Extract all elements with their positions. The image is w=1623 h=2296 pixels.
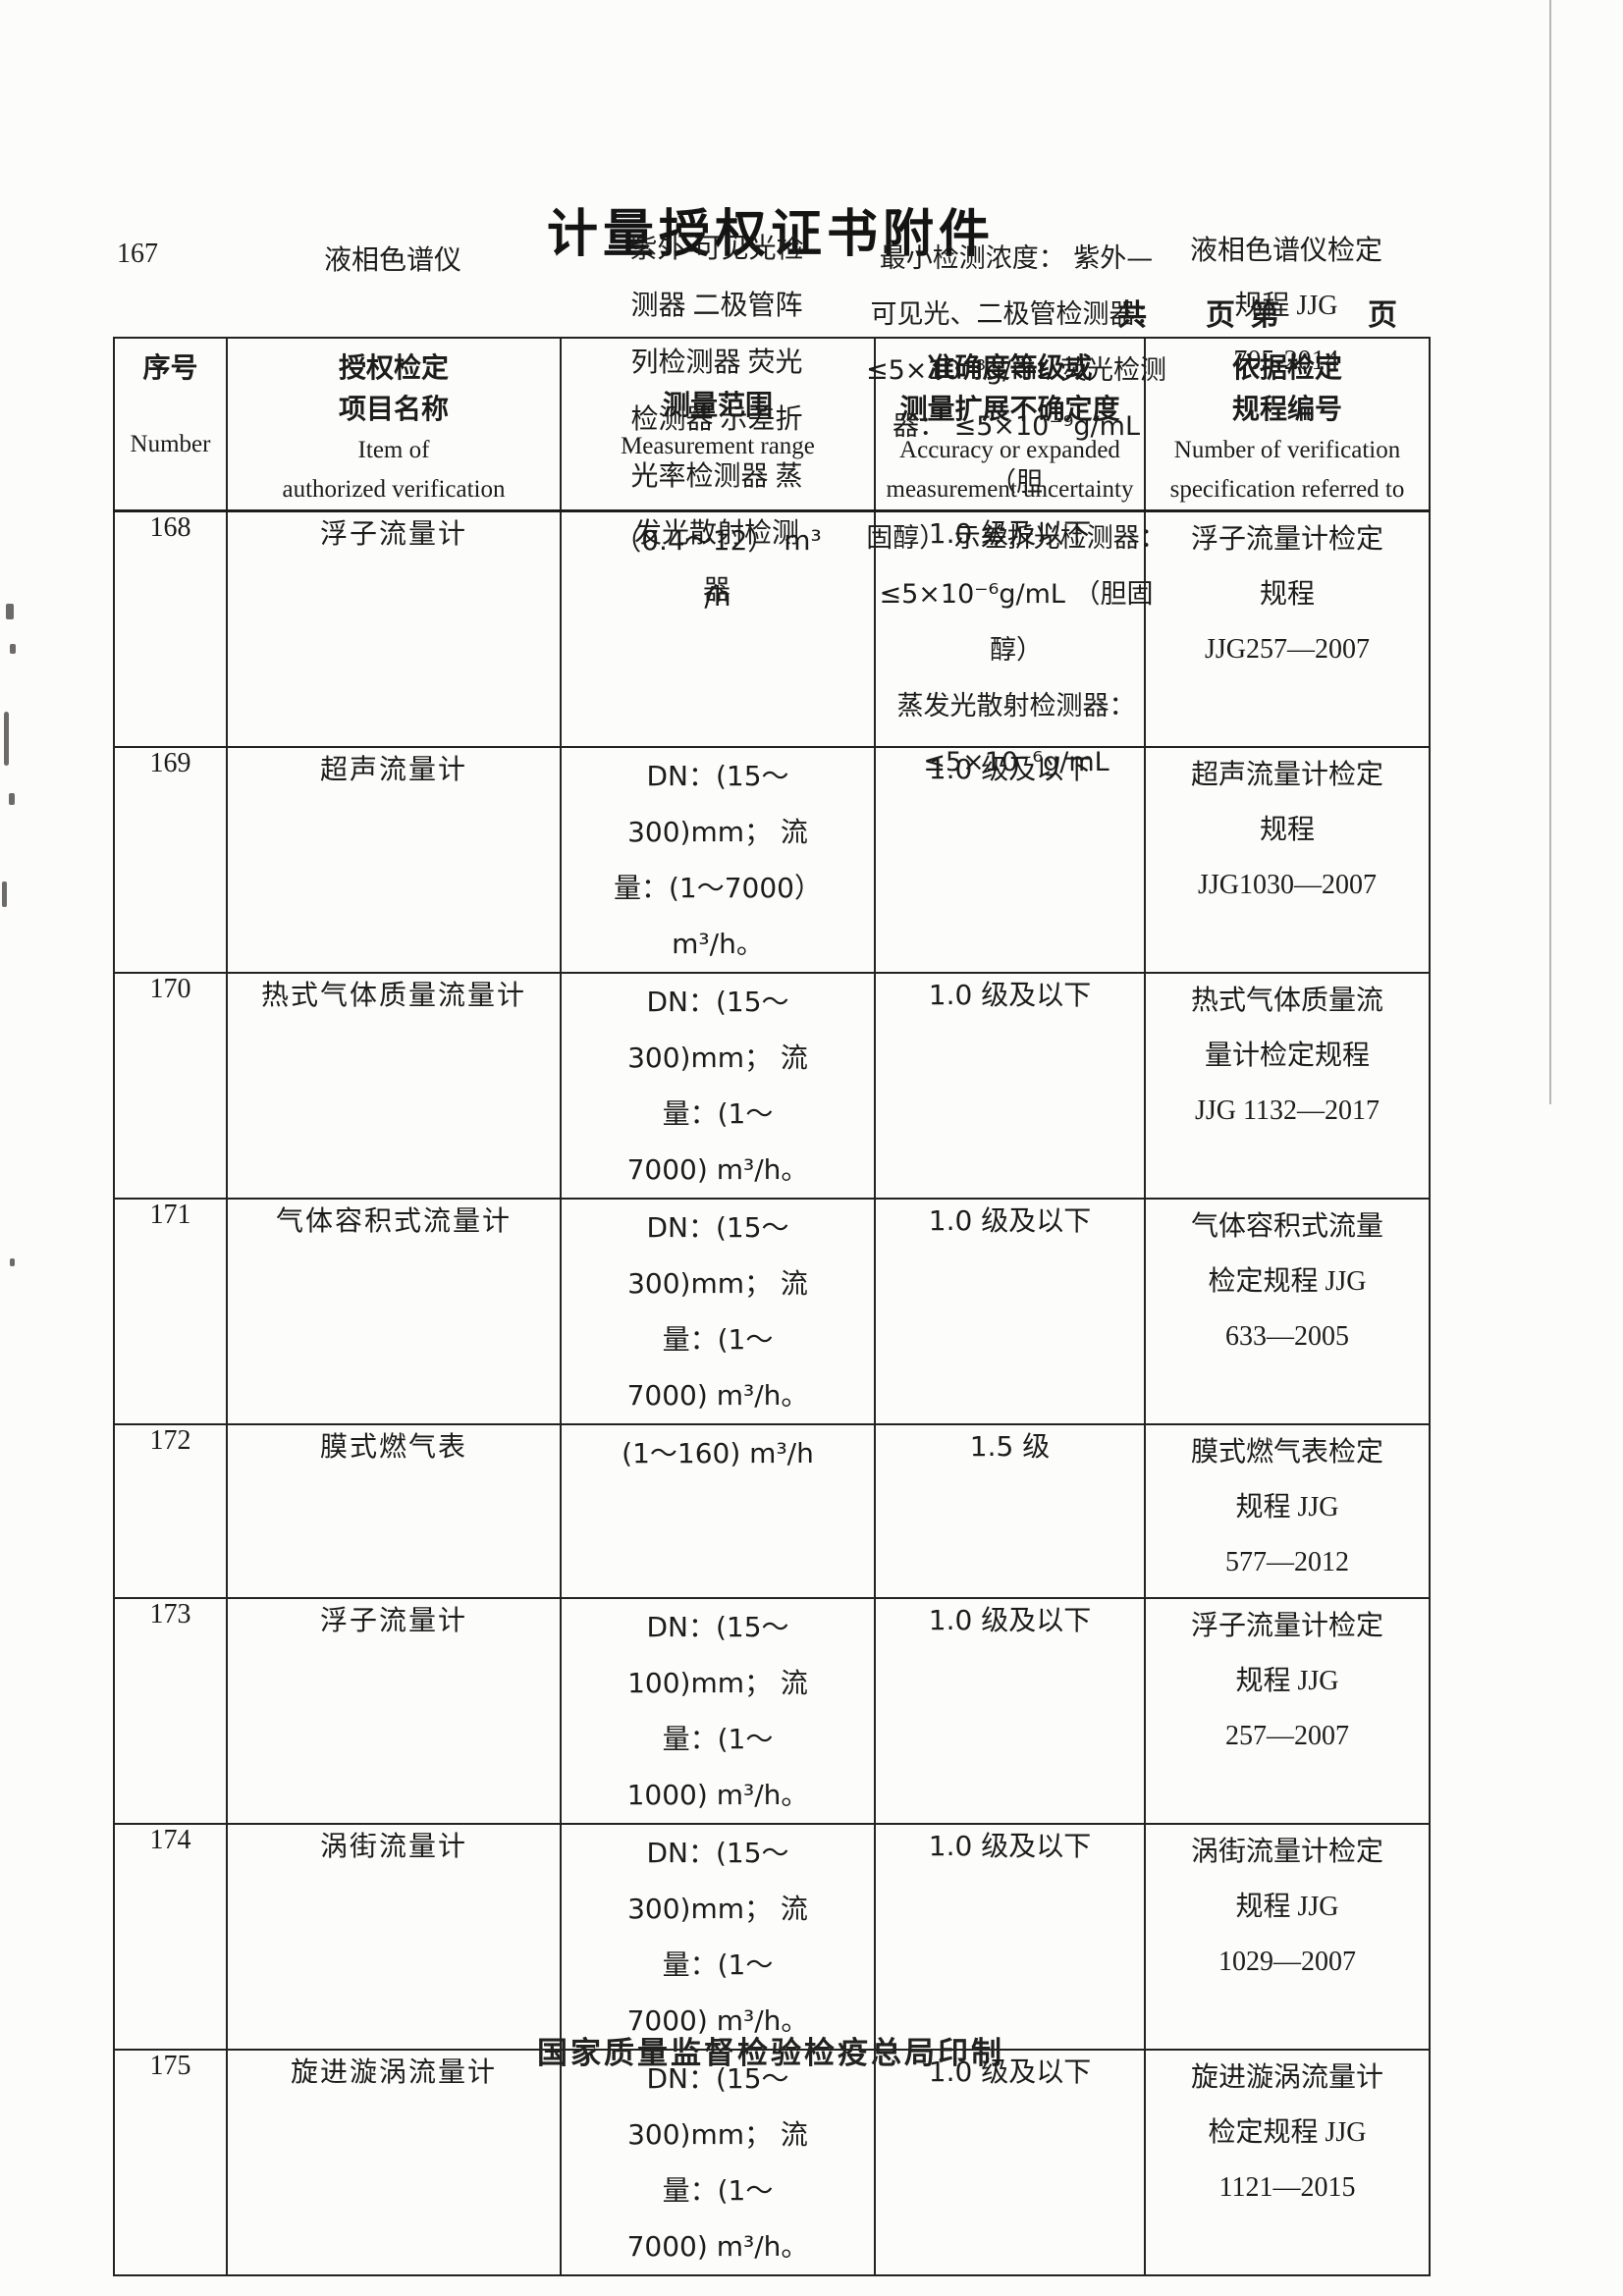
scan-artifact bbox=[9, 793, 15, 805]
cell-number: 175 bbox=[113, 2048, 228, 2276]
cell-range: (1～160) m³/h bbox=[560, 1422, 876, 1599]
cell-item: 旋进漩涡流量计 bbox=[226, 2048, 562, 2276]
cell-range: DN：(15～ 300)mm； 流 量：(1～ 7000) m³/h。 bbox=[560, 1197, 876, 1425]
header-accuracy-zh: 准确度等级或 测量扩展不确定度 bbox=[899, 353, 1120, 425]
scan-artifact bbox=[10, 644, 16, 654]
cell-spec: 涡街流量计检定 规程 JJG 1029—2007 bbox=[1144, 1822, 1431, 2051]
header-spec-en: Number of verification specification ref… bbox=[1169, 437, 1405, 503]
header-range: 测量范围 Measurement range bbox=[560, 337, 876, 512]
cell-spec: 热式气体质量流 量计检定规程 JJG 1132—2017 bbox=[1144, 971, 1431, 1200]
header-item-zh: 授权检定 项目名称 bbox=[338, 353, 449, 425]
cell-number: 173 bbox=[113, 1596, 228, 1825]
cell-accuracy: 1.0 级及以下 bbox=[874, 971, 1146, 1200]
header-range-en: Measurement range bbox=[621, 433, 815, 459]
header-spec: 依据检定 规程编号 Number of verification specifi… bbox=[1144, 337, 1431, 512]
scan-artifact bbox=[4, 712, 9, 766]
cell-accuracy: 1.0 级及以下 bbox=[874, 2048, 1146, 2276]
cell-accuracy: 1.0 级及以下 bbox=[874, 1197, 1146, 1425]
header-range-zh: 测量范围 bbox=[662, 391, 773, 421]
cell-number: 169 bbox=[113, 745, 228, 974]
cell-spec: 气体容积式流量 检定规程 JJG 633—2005 bbox=[1144, 1197, 1431, 1425]
row167-item: 液相色谱仪 bbox=[323, 245, 461, 276]
scan-artifact bbox=[2, 881, 7, 907]
cell-accuracy: 1.0 级及以下 bbox=[874, 1822, 1146, 2051]
header-accuracy-en: Accuracy or expanded measurement uncerta… bbox=[886, 437, 1134, 503]
row167-measurement-range: 紫外-可见光检 测器 二极管阵 列检测器 荧光 检测器 示差折 光率检测器 蒸 … bbox=[629, 234, 804, 606]
cell-range: （0.4～12） m³ /h bbox=[560, 509, 876, 748]
cell-range: DN：(15～ 300)mm； 流 量：(1～ 7000) m³/h。 bbox=[560, 2048, 876, 2276]
cell-range: DN：(15～ 300)mm； 流 量：(1～7000） m³/h。 bbox=[560, 745, 876, 974]
header-item: 授权检定 项目名称 Item of authorized verificatio… bbox=[226, 337, 562, 512]
header-number-zh: 序号 bbox=[142, 353, 198, 384]
verification-table: 序号 Number 授权检定 项目名称 Item of authorized v… bbox=[113, 337, 1431, 2276]
cell-item: 气体容积式流量计 bbox=[226, 1197, 562, 1425]
cell-range: DN：(15～ 100)mm； 流 量：(1～ 1000) m³/h。 bbox=[560, 1596, 876, 1825]
table-row: 170 热式气体质量流量计 DN：(15～ 300)mm； 流 量：(1～ 70… bbox=[113, 971, 1431, 1200]
row167-number: 167 bbox=[117, 239, 158, 269]
cell-spec: 浮子流量计检定 规程 JJG257—2007 bbox=[1144, 509, 1431, 748]
cell-accuracy: 1.0 级及以下 bbox=[874, 509, 1146, 748]
cell-range: DN：(15～ 300)mm； 流 量：(1～ 7000) m³/h。 bbox=[560, 971, 876, 1200]
document-title: 计量授权证书附件 bbox=[546, 207, 995, 263]
cell-item: 浮子流量计 bbox=[226, 509, 562, 748]
table-row: 173 浮子流量计 DN：(15～ 100)mm； 流 量：(1～ 1000) … bbox=[113, 1596, 1431, 1825]
cell-number: 170 bbox=[113, 971, 228, 1200]
table-row: 171 气体容积式流量计 DN：(15～ 300)mm； 流 量：(1～ 700… bbox=[113, 1197, 1431, 1425]
cell-range: DN：(15～ 300)mm； 流 量：(1～ 7000) m³/h。 bbox=[560, 1822, 876, 2051]
cell-accuracy: 1.0 级及以下 bbox=[874, 1596, 1146, 1825]
header-number: 序号 Number bbox=[113, 337, 228, 512]
cell-item: 热式气体质量流量计 bbox=[226, 971, 562, 1200]
row167-accuracy: 最小检测浓度： 紫外— 可见光、二极管检测器： ≤5×10⁻⁸g/mL 荧光检测… bbox=[865, 243, 1167, 777]
cell-number: 171 bbox=[113, 1197, 228, 1425]
scan-artifact bbox=[10, 1258, 15, 1266]
page-count-line: 共 页 第 页 bbox=[1117, 299, 1397, 332]
header-item-en: Item of authorized verification bbox=[282, 437, 506, 503]
table-row: 174 涡街流量计 DN：(15～ 300)mm； 流 量：(1～ 7000) … bbox=[113, 1822, 1431, 2051]
cell-accuracy: 1.0 级及以下 bbox=[874, 745, 1146, 974]
cell-number: 172 bbox=[113, 1422, 228, 1599]
cell-spec: 超声流量计检定 规程 JJG1030—2007 bbox=[1144, 745, 1431, 974]
table-row: 169 超声流量计 DN：(15～ 300)mm； 流 量：(1～7000） m… bbox=[113, 745, 1431, 974]
table-row: 168 浮子流量计 （0.4～12） m³ /h 1.0 级及以下 浮子流量计检… bbox=[113, 509, 1431, 748]
cell-item: 涡街流量计 bbox=[226, 1822, 562, 2051]
table-row: 175 旋进漩涡流量计 DN：(15～ 300)mm； 流 量：(1～ 7000… bbox=[113, 2048, 1431, 2276]
cell-item: 膜式燃气表 bbox=[226, 1422, 562, 1599]
scan-edge-line bbox=[1549, 0, 1551, 1104]
cell-spec: 膜式燃气表检定 规程 JJG 577—2012 bbox=[1144, 1422, 1431, 1599]
table-header-row: 序号 Number 授权检定 项目名称 Item of authorized v… bbox=[113, 337, 1431, 512]
cell-item: 浮子流量计 bbox=[226, 1596, 562, 1825]
table-row: 172 膜式燃气表 (1～160) m³/h 1.5 级 膜式燃气表检定 规程 … bbox=[113, 1422, 1431, 1599]
cell-number: 168 bbox=[113, 509, 228, 748]
row167-specification: 液相色谱仪检定 规程 JJG 705-2014 bbox=[1189, 236, 1382, 376]
scan-artifact bbox=[6, 604, 14, 619]
header-spec-zh: 依据检定 规程编号 bbox=[1231, 353, 1342, 425]
header-number-en: Number bbox=[130, 431, 211, 457]
header-accuracy: 准确度等级或 测量扩展不确定度 Accuracy or expanded mea… bbox=[874, 337, 1146, 512]
cell-item: 超声流量计 bbox=[226, 745, 562, 974]
cell-spec: 旋进漩涡流量计 检定规程 JJG 1121—2015 bbox=[1144, 2048, 1431, 2276]
cell-spec: 浮子流量计检定 规程 JJG 257—2007 bbox=[1144, 1596, 1431, 1825]
cell-accuracy: 1.5 级 bbox=[874, 1422, 1146, 1599]
cell-number: 174 bbox=[113, 1822, 228, 2051]
